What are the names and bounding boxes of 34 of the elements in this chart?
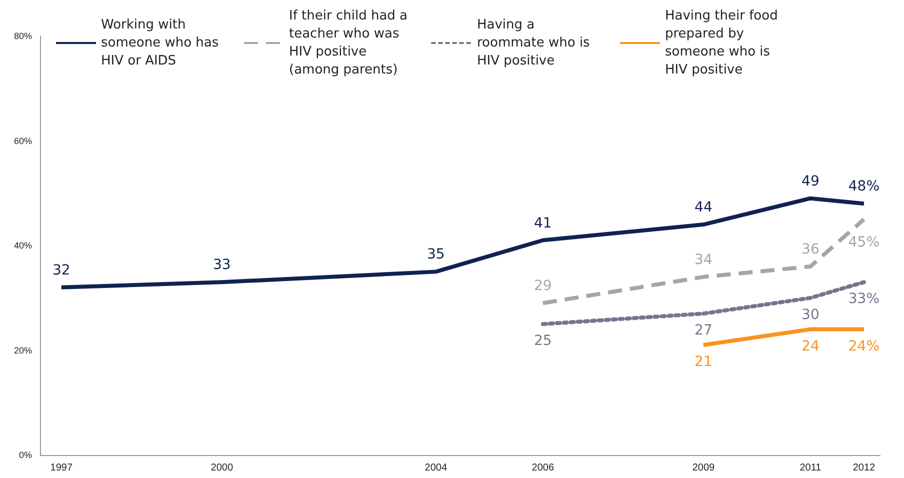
data-label: 49 <box>802 173 820 190</box>
x-tick-label: 2011 <box>800 462 822 474</box>
data-label: 48% <box>848 178 880 195</box>
legend-label: Working with someone who has HIV or AIDS <box>101 18 223 68</box>
y-tick-label: 20% <box>14 345 32 356</box>
data-label: 21 <box>694 354 712 370</box>
y-tick-label: 40% <box>14 240 32 250</box>
legend-label: If their child had a teacher who was HIV positive (among parents) <box>289 8 412 78</box>
x-tick-label: 2000 <box>210 462 234 474</box>
data-label: 44 <box>694 200 712 216</box>
x-tick-label: 2012 <box>852 462 876 474</box>
data-label: 24% <box>848 338 880 354</box>
x-tick-label: 2004 <box>424 462 448 474</box>
data-label: 25 <box>534 333 552 350</box>
data-label: 27 <box>694 322 712 339</box>
data-label: 32 <box>52 262 70 278</box>
y-tick-label: 80% <box>14 31 32 41</box>
data-label: 36 <box>802 241 820 258</box>
data-label: 35 <box>427 246 445 263</box>
x-tick-label: 1997 <box>50 462 73 474</box>
data-label: 29 <box>534 278 552 294</box>
legend-label: Having a roommate who is HIV positive <box>477 18 594 68</box>
y-tick-label: 0% <box>18 450 32 460</box>
x-tick-label: 2009 <box>692 462 715 474</box>
x-tick-label: 2006 <box>532 462 554 474</box>
y-tick-label: 60% <box>14 136 32 146</box>
data-label: 34 <box>694 252 712 268</box>
legend-label: Having their food prepared by someone who is HIV positive <box>665 8 782 78</box>
data-label: 41 <box>534 215 552 232</box>
data-label: 33 <box>212 257 231 274</box>
data-label: 45% <box>848 234 880 250</box>
data-label: 30 <box>802 306 820 323</box>
data-label: 33% <box>848 291 880 308</box>
data-label: 24 <box>802 338 820 354</box>
